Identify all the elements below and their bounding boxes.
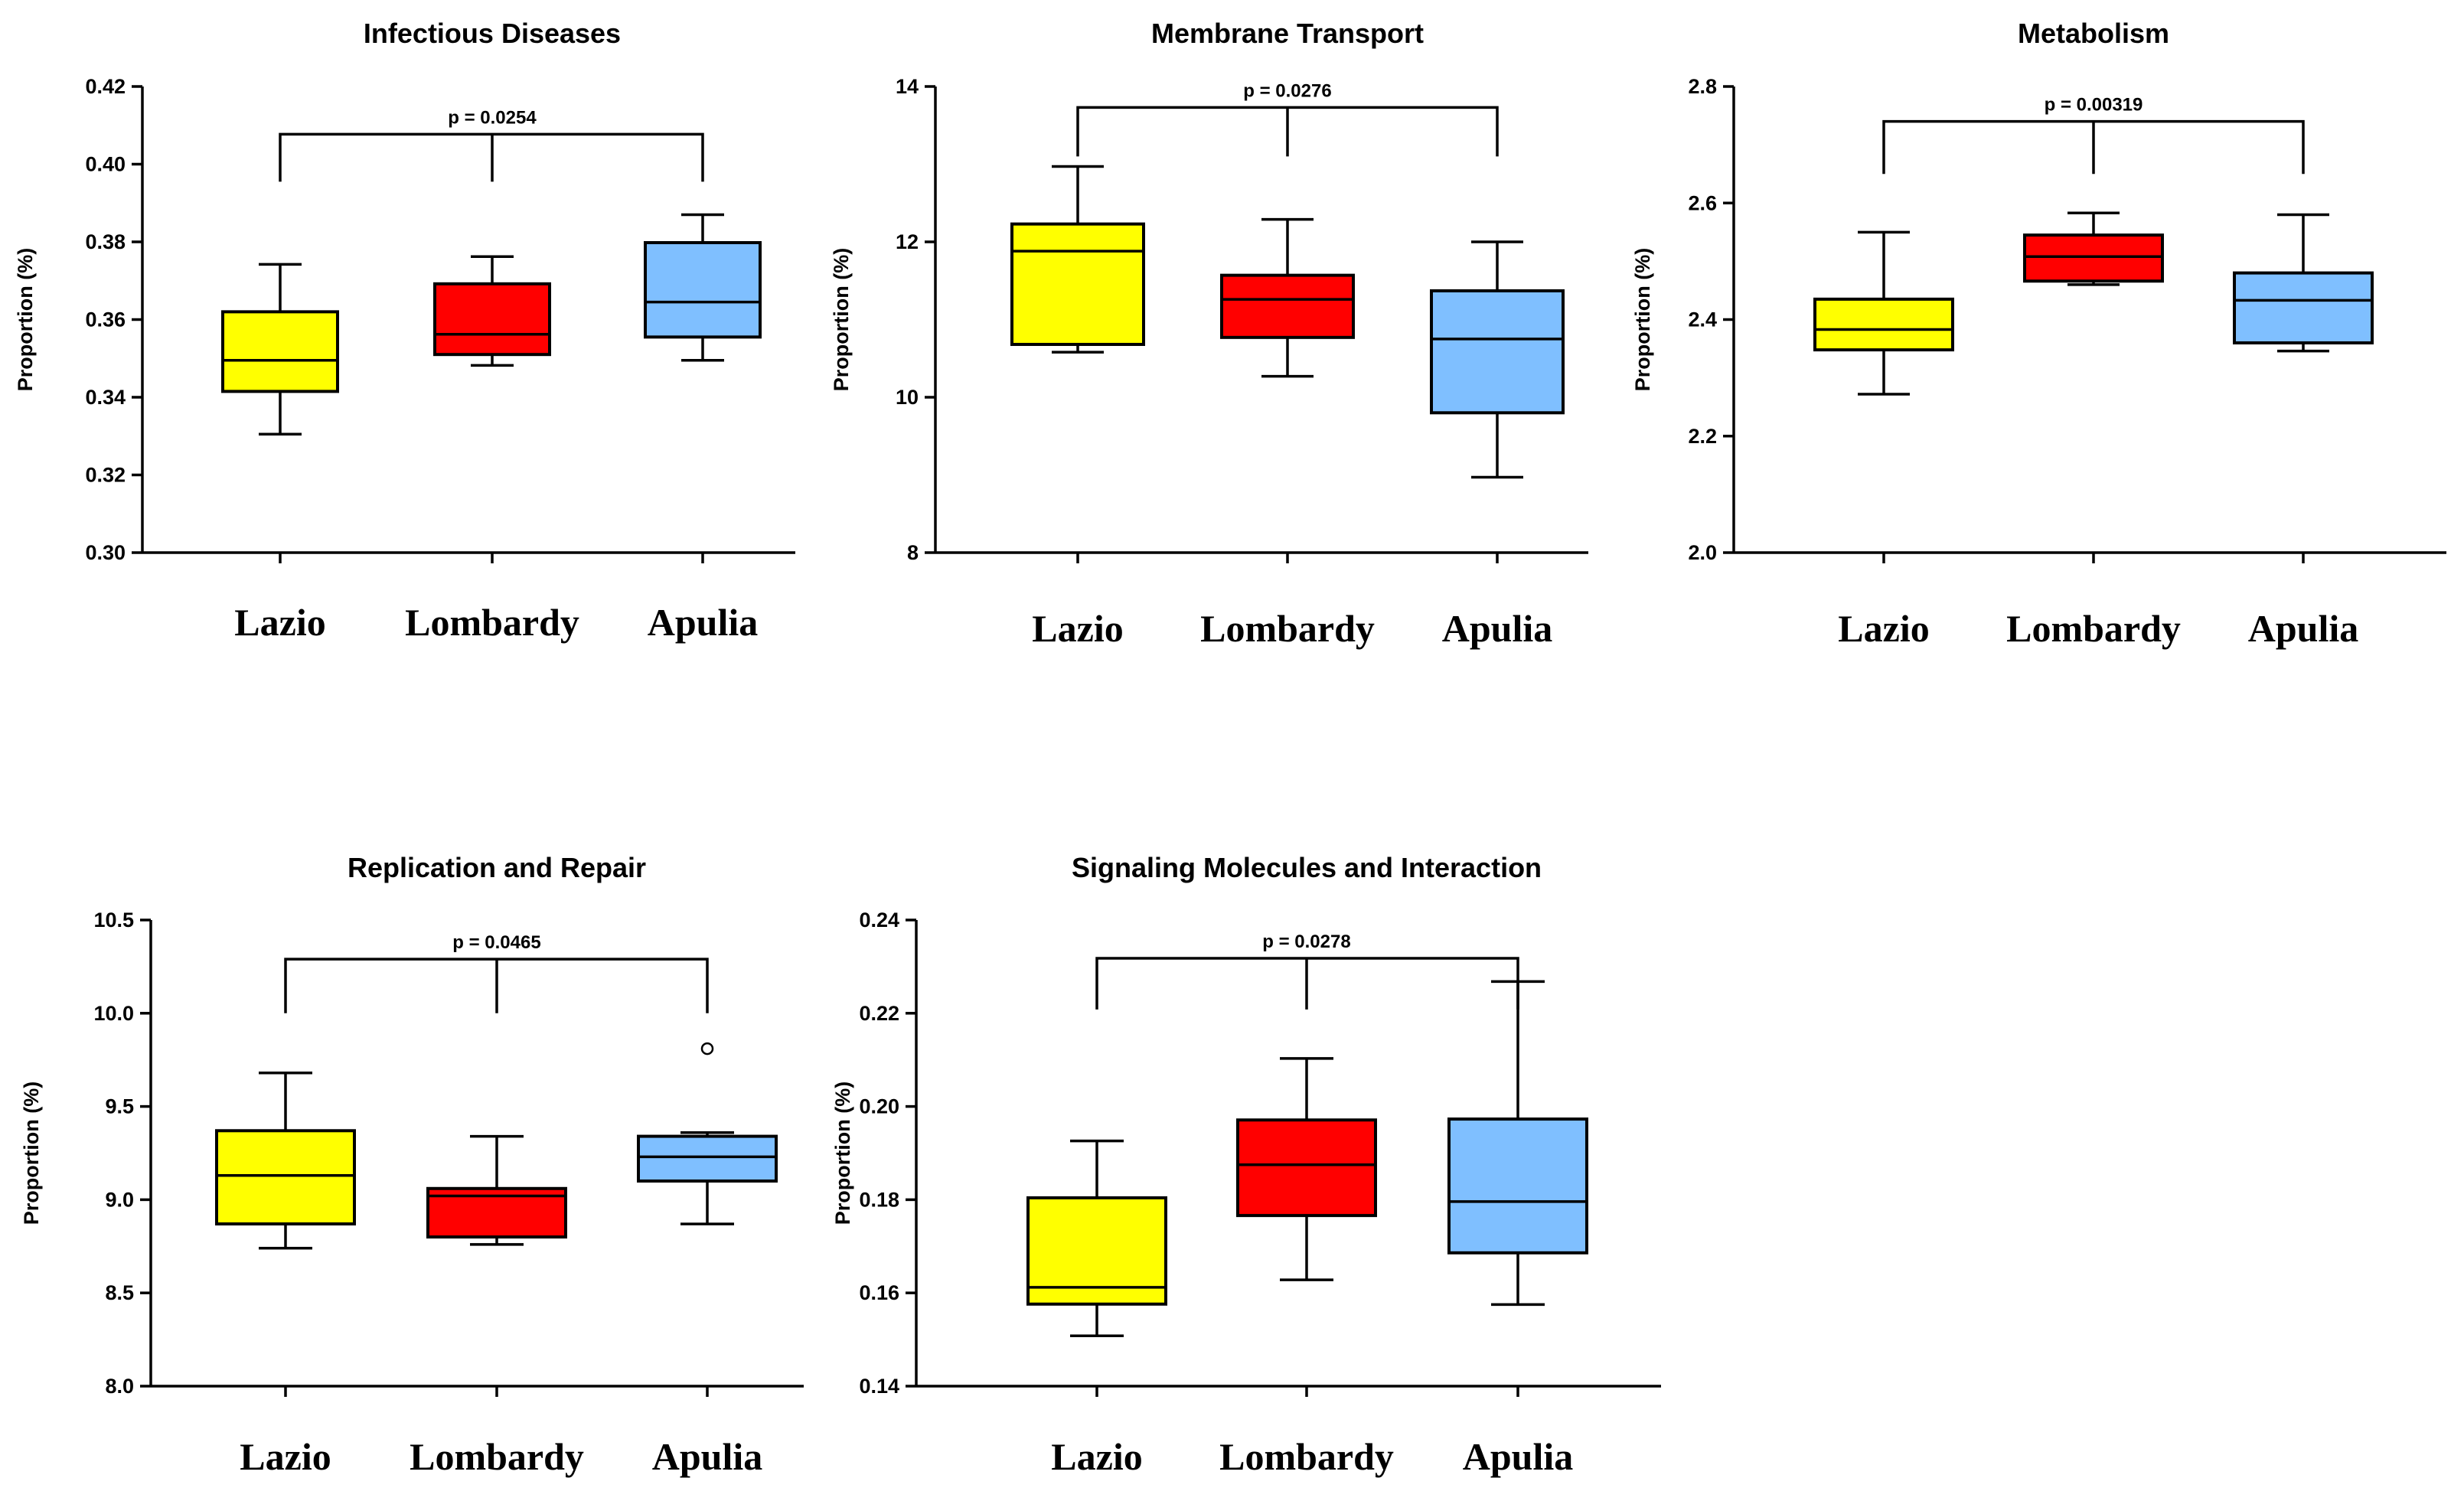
box-lombardy — [1236, 1118, 1377, 1218]
y-axis-label: Proportion (%) — [830, 248, 853, 391]
panel-infectious-diseases: Infectious Diseases Proportion (%) 0.30 0.3… — [14, 18, 795, 644]
y-tick-label: 0.38 — [85, 230, 126, 253]
box-lombardy — [2023, 233, 2164, 283]
box-apulia — [637, 1134, 778, 1183]
category-label-apulia: Apulia — [1442, 607, 1553, 650]
category-label-apulia: Apulia — [1463, 1435, 1574, 1478]
y-tick-label: 0.34 — [85, 386, 126, 409]
panel-metabolism: Metabolism Proportion (%) 2.0 2.2 2.4 2.6 2.8 L… — [1631, 18, 2446, 650]
y-axis-label: Proportion (%) — [20, 1082, 43, 1225]
category-label-apulia: Apulia — [648, 601, 759, 644]
significance-bracket — [1095, 957, 1519, 1010]
y-tick-label: 0.24 — [859, 909, 899, 931]
y-tick-label: 9.5 — [105, 1095, 134, 1118]
y-tick-label: 0.20 — [859, 1095, 899, 1118]
category-label-lombardy: Lombardy — [405, 601, 579, 644]
y-axis-label: Proportion (%) — [14, 248, 37, 391]
y-tick-label: 8 — [907, 541, 919, 564]
chart-title: Metabolism — [2018, 18, 2169, 49]
y-tick-label: 9.0 — [105, 1188, 134, 1211]
y-tick-label: 10 — [896, 386, 919, 409]
category-label-lombardy: Lombardy — [2006, 607, 2181, 650]
panel-signaling-molecules: Signaling Molecules and Interaction Propo… — [831, 852, 1661, 1478]
y-axis-label: Proportion (%) — [831, 1082, 854, 1225]
y-tick-label: 2.6 — [1688, 191, 1717, 214]
category-label-lombardy: Lombardy — [410, 1435, 584, 1478]
box-lombardy — [433, 282, 551, 357]
box-apulia — [1430, 289, 1565, 415]
box-apulia — [1447, 1117, 1588, 1254]
y-tick-label: 14 — [896, 75, 919, 98]
y-tick-label: 2.0 — [1688, 541, 1717, 564]
y-tick-label: 8.5 — [105, 1281, 134, 1304]
y-tick-label: 0.30 — [85, 541, 126, 564]
y-tick-label: 0.16 — [859, 1281, 899, 1304]
box-apulia — [644, 241, 762, 339]
chart-title: Membrane Transport — [1151, 18, 1424, 49]
chart-title: Replication and Repair — [348, 852, 646, 883]
y-tick-label: 0.32 — [85, 464, 126, 487]
category-label-lazio: Lazio — [1032, 607, 1123, 650]
category-label-lazio: Lazio — [240, 1435, 331, 1478]
category-label-apulia: Apulia — [652, 1435, 763, 1478]
category-label-apulia: Apulia — [2248, 607, 2359, 650]
y-tick-label: 2.2 — [1688, 425, 1717, 448]
y-tick-label: 0.14 — [859, 1375, 899, 1398]
y-tick-label: 0.40 — [85, 153, 126, 176]
chart-title: Signaling Molecules and Interaction — [1072, 852, 1542, 883]
y-tick-label: 2.4 — [1688, 308, 1717, 331]
p-value-label: p = 0.0276 — [1243, 80, 1331, 101]
y-tick-label: 10.0 — [93, 1002, 134, 1025]
significance-bracket — [1076, 106, 1499, 157]
significance-bracket — [284, 958, 709, 1013]
box-lazio — [1010, 222, 1145, 346]
y-tick-label: 12 — [896, 230, 919, 253]
y-tick-label: 0.42 — [85, 75, 126, 98]
y-tick-label: 0.36 — [85, 308, 126, 331]
box-apulia — [2233, 271, 2374, 344]
category-label-lombardy: Lombardy — [1219, 1435, 1394, 1478]
p-value-label: p = 0.0465 — [452, 932, 540, 953]
category-label-lazio: Lazio — [234, 601, 325, 644]
y-tick-label: 10.5 — [93, 909, 134, 931]
box-lazio — [221, 310, 339, 393]
y-tick-label: 2.8 — [1688, 75, 1717, 98]
significance-bracket — [1882, 119, 2305, 175]
y-axis-label: Proportion (%) — [1631, 248, 1654, 391]
y-tick-label: 0.22 — [859, 1002, 899, 1025]
panel-membrane-transport: Membrane Transport Proportion (%) 8 10 12 14 L… — [830, 18, 1588, 650]
p-value-label: p = 0.0278 — [1262, 931, 1350, 952]
category-label-lombardy: Lombardy — [1200, 607, 1375, 650]
box-lazio — [215, 1129, 356, 1226]
category-label-lazio: Lazio — [1051, 1435, 1142, 1478]
box-lombardy — [1220, 273, 1355, 339]
category-label-lazio: Lazio — [1838, 607, 1929, 650]
y-tick-label: 0.18 — [859, 1188, 899, 1211]
chart-title: Infectious Diseases — [364, 18, 621, 49]
p-value-label: p = 0.00319 — [2045, 95, 2143, 116]
p-value-label: p = 0.0254 — [448, 107, 537, 128]
y-tick-label: 8.0 — [105, 1375, 134, 1398]
significance-bracket — [279, 132, 704, 182]
panel-replication-and-repair: Replication and Repair Proportion (%) 8.0 8… — [20, 852, 804, 1478]
outlier-point — [700, 1042, 714, 1055]
box-lazio — [1813, 297, 1954, 352]
